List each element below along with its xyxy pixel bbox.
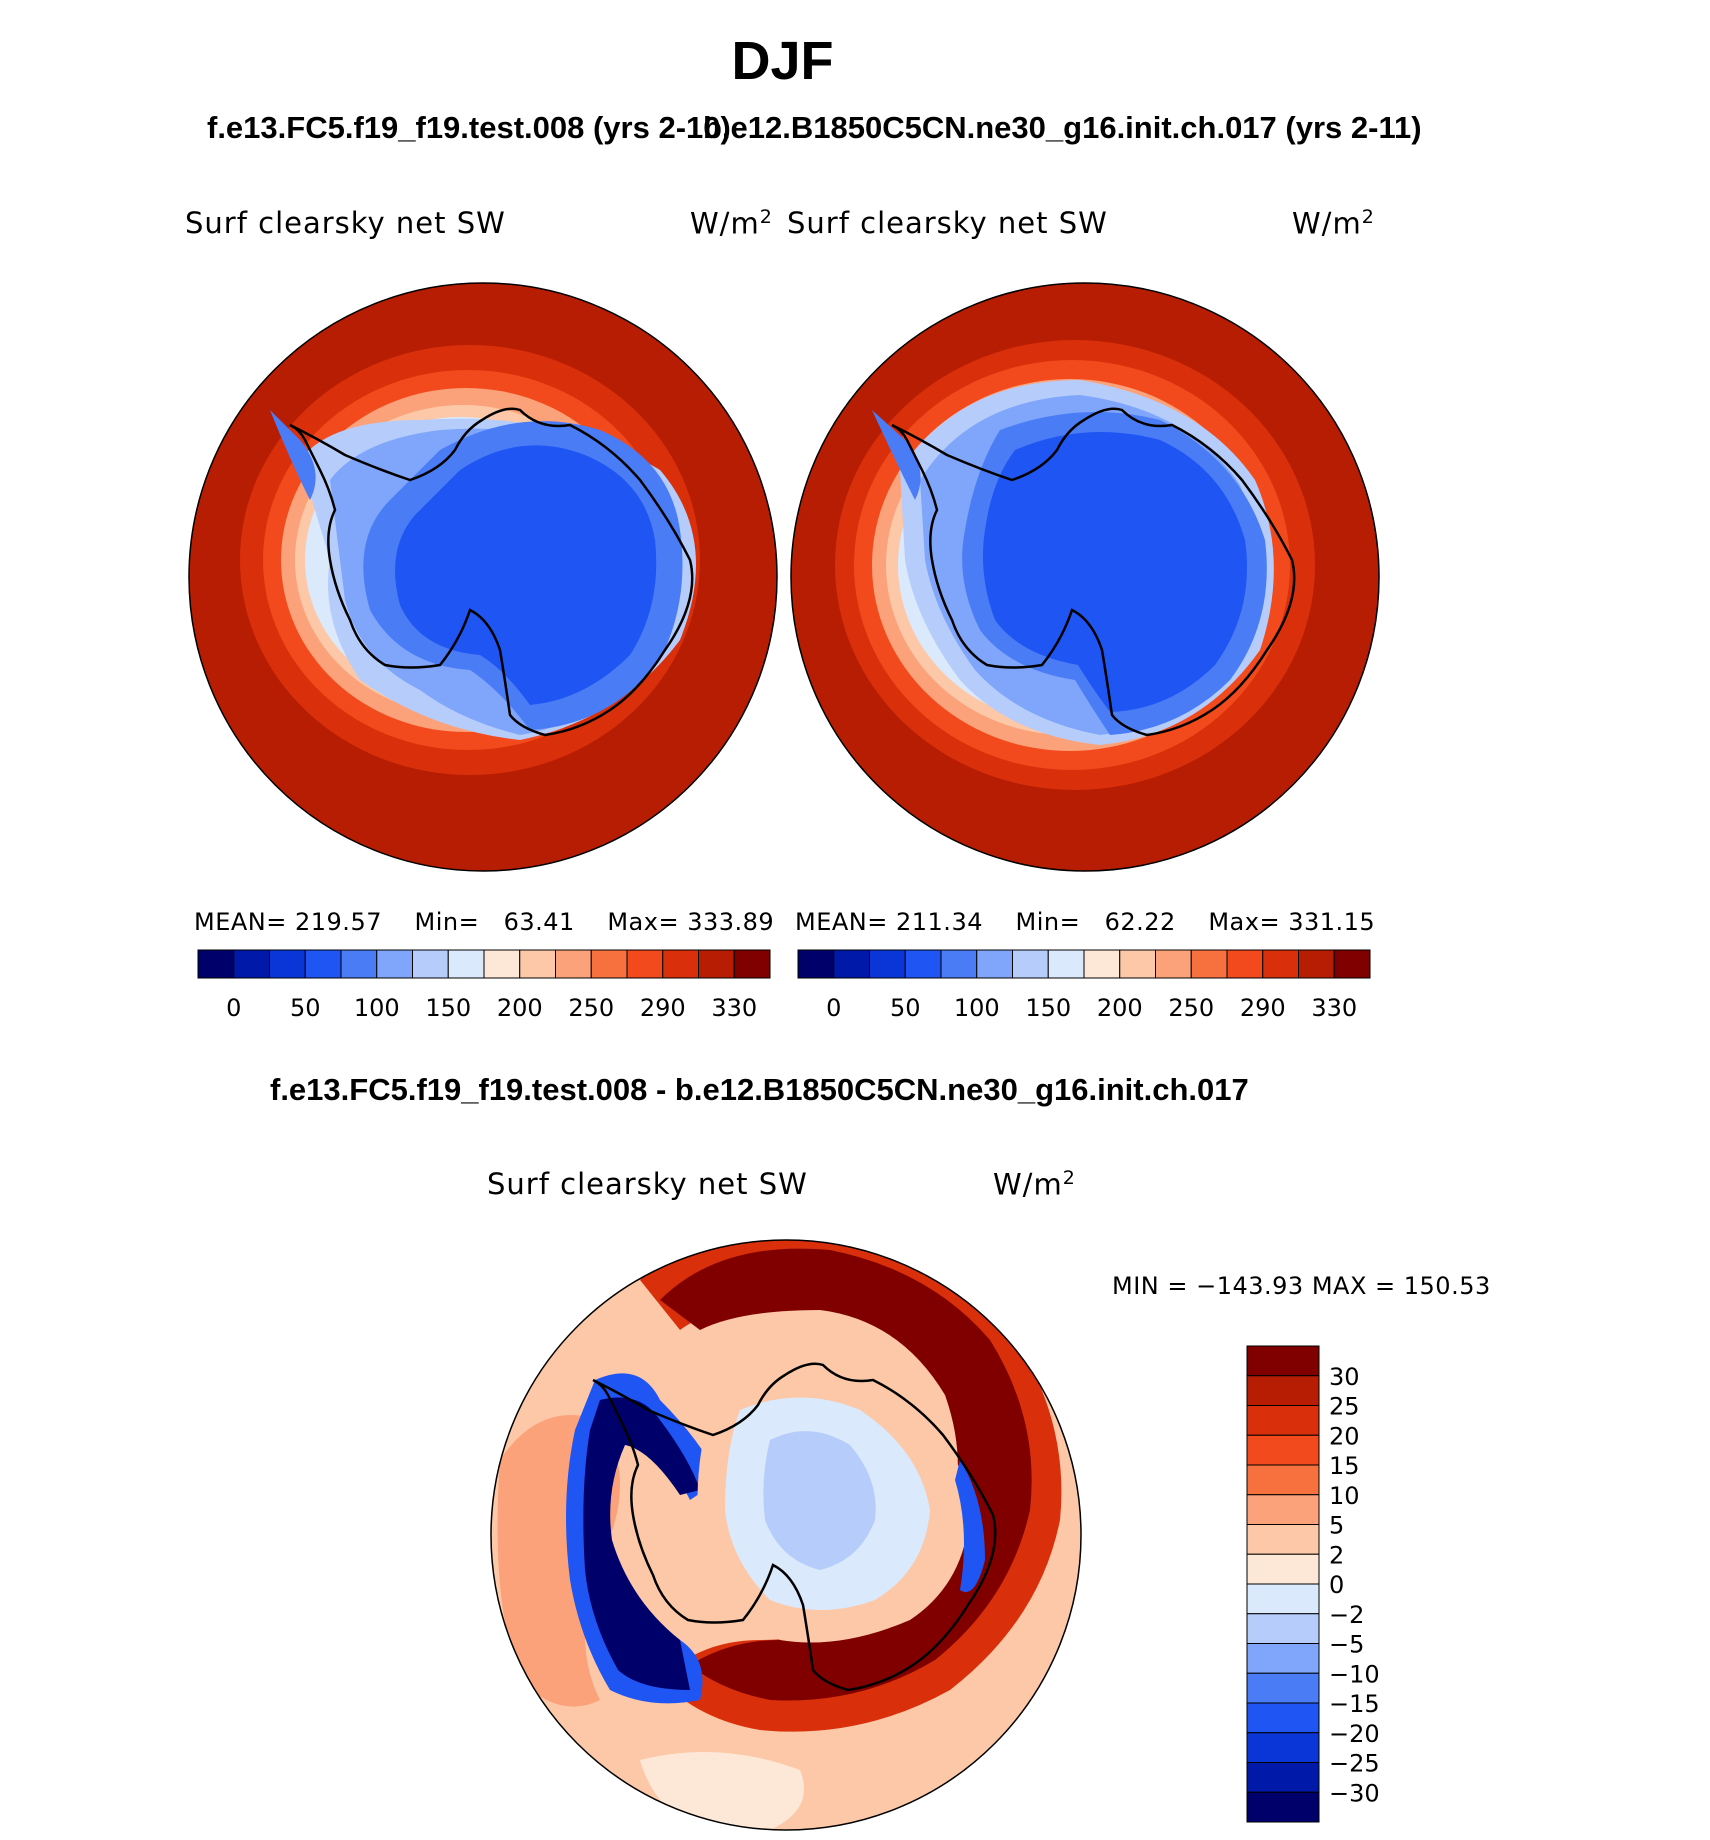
- top-right-case-title: b.e12.B1850C5CN.ne30_g16.init.ch.017 (yr…: [703, 110, 1422, 145]
- diff-colorbar-tick-label: −15: [1329, 1690, 1380, 1718]
- diff-map: [491, 1240, 1081, 1830]
- right-colorbar-box: [1012, 949, 1049, 979]
- left-colorbar-box: [412, 949, 449, 979]
- diff-colorbar-box: [1246, 1375, 1320, 1406]
- left-colorbar-box: [269, 949, 306, 979]
- right-colorbar-tick-label: 0: [826, 994, 841, 1022]
- right-colorbar-tick-label: 290: [1240, 994, 1286, 1022]
- diff-colorbar-tick-label: 25: [1329, 1393, 1360, 1421]
- diff-colorbar-box: [1246, 1732, 1320, 1763]
- diff-colorbar-tick-label: −2: [1329, 1601, 1364, 1629]
- diff-colorbar-tick-label: −20: [1329, 1720, 1380, 1748]
- left-colorbar-box: [233, 949, 270, 979]
- left-colorbar-box: [733, 949, 771, 979]
- right-colorbar-box: [1047, 949, 1085, 979]
- left-colorbar-box: [626, 949, 664, 979]
- right-colorbar-box: [940, 949, 978, 979]
- left-colorbar-box: [590, 949, 628, 979]
- diff-colorbar-box: [1246, 1702, 1320, 1734]
- diff-colorbar-tick-label: −25: [1329, 1750, 1380, 1778]
- right-colorbar-box: [869, 949, 906, 979]
- left-colorbar-tick-label: 50: [290, 994, 321, 1022]
- diff-colorbar-box: [1246, 1434, 1320, 1466]
- right-variable-label: Surf clearsky net SW: [787, 206, 1108, 240]
- right-colorbar-box: [1190, 949, 1228, 979]
- diff-colorbar-tick-label: 0: [1329, 1571, 1344, 1599]
- right-colorbar-box: [904, 949, 942, 979]
- right-map: [791, 283, 1379, 871]
- left-colorbar-tick-label: 200: [497, 994, 543, 1022]
- left-colorbar-box: [519, 949, 556, 979]
- left-colorbar-box: [197, 949, 235, 979]
- right-colorbar-tick-label: 200: [1097, 994, 1143, 1022]
- diff-colorbar-tick-label: 15: [1329, 1452, 1360, 1480]
- left-colorbar-box: [483, 949, 521, 979]
- diff-colorbar-tick-label: 20: [1329, 1422, 1360, 1450]
- left-colorbar-box: [447, 949, 485, 979]
- right-colorbar-box: [1083, 949, 1121, 979]
- diff-colorbar-tick-label: −30: [1329, 1779, 1380, 1807]
- diff-colorbar-box: [1246, 1672, 1320, 1704]
- left-colorbar-box: [662, 949, 699, 979]
- diff-colorbar-box: [1246, 1345, 1320, 1377]
- diff-colorbar-box: [1246, 1643, 1320, 1674]
- right-colorbar-tick-label: 150: [1025, 994, 1071, 1022]
- right-colorbar: 0 50 100 150 200 250 290 330: [797, 949, 1371, 1022]
- diff-colorbar-tick-label: −5: [1329, 1631, 1364, 1659]
- diff-colorbar-box: [1246, 1791, 1320, 1823]
- left-stats: MEAN= 219.57 Min= 63.41 Max= 333.89: [194, 908, 775, 936]
- right-colorbar-box: [1155, 949, 1192, 979]
- left-colorbar-box: [376, 949, 413, 979]
- right-colorbar-box: [797, 949, 835, 979]
- diff-title: f.e13.FC5.f19_f19.test.008 - b.e12.B1850…: [270, 1072, 1249, 1107]
- left-colorbar-tick-label: 100: [354, 994, 400, 1022]
- right-units-label: W/m2: [1292, 206, 1375, 241]
- left-colorbar-tick-label: 290: [640, 994, 686, 1022]
- left-variable-label: Surf clearsky net SW: [185, 206, 506, 240]
- diff-colorbar-tick-label: 10: [1329, 1482, 1360, 1510]
- figure-title-season: DJF: [731, 31, 834, 91]
- right-colorbar-box: [976, 949, 1013, 979]
- left-colorbar-tick-label: 250: [568, 994, 614, 1022]
- diff-colorbar-box: [1246, 1553, 1320, 1585]
- diff-colorbar-tick-label: 30: [1329, 1363, 1360, 1391]
- diff-colorbar-box: [1246, 1583, 1320, 1615]
- diff-colorbar-tick-label: 2: [1329, 1541, 1344, 1569]
- left-colorbar-tick-label: 0: [226, 994, 241, 1022]
- diff-colorbar-tick-label: −10: [1329, 1660, 1380, 1688]
- left-units-label: W/m2: [690, 206, 773, 241]
- right-colorbar-tick-label: 250: [1168, 994, 1214, 1022]
- diff-colorbar-tick-label: 5: [1329, 1512, 1344, 1540]
- right-colorbar-box: [1333, 949, 1371, 979]
- diff-minmax: MIN = −143.93 MAX = 150.53: [1112, 1272, 1491, 1300]
- left-colorbar-box: [698, 949, 735, 979]
- diff-variable-label: Surf clearsky net SW: [487, 1167, 808, 1201]
- left-colorbar-box: [555, 949, 592, 979]
- diff-units-label: W/m2: [993, 1167, 1076, 1202]
- top-left-case-title: f.e13.FC5.f19_f19.test.008 (yrs 2-10): [207, 110, 731, 145]
- diff-colorbar-box: [1246, 1524, 1320, 1555]
- right-colorbar-tick-label: 50: [890, 994, 921, 1022]
- left-colorbar-tick-label: 150: [425, 994, 471, 1022]
- right-colorbar-box: [833, 949, 870, 979]
- left-colorbar-tick-label: 330: [711, 994, 757, 1022]
- left-map: [189, 283, 777, 871]
- left-colorbar-box: [340, 949, 378, 979]
- right-colorbar-box: [1298, 949, 1335, 979]
- diff-colorbar-box: [1246, 1464, 1320, 1496]
- diff-colorbar-box: [1246, 1613, 1320, 1644]
- left-colorbar-box: [304, 949, 342, 979]
- right-stats: MEAN= 211.34 Min= 62.22 Max= 331.15: [795, 908, 1376, 936]
- right-colorbar-box: [1119, 949, 1156, 979]
- diff-colorbar-box: [1246, 1494, 1320, 1525]
- left-colorbar: 0 50 100 150 200 250 290 330: [197, 949, 771, 1022]
- diff-colorbar-box: [1246, 1762, 1320, 1793]
- right-colorbar-tick-label: 100: [954, 994, 1000, 1022]
- right-colorbar-box: [1262, 949, 1299, 979]
- diff-colorbar-box: [1246, 1405, 1320, 1436]
- right-colorbar-tick-label: 330: [1311, 994, 1357, 1022]
- right-colorbar-box: [1226, 949, 1264, 979]
